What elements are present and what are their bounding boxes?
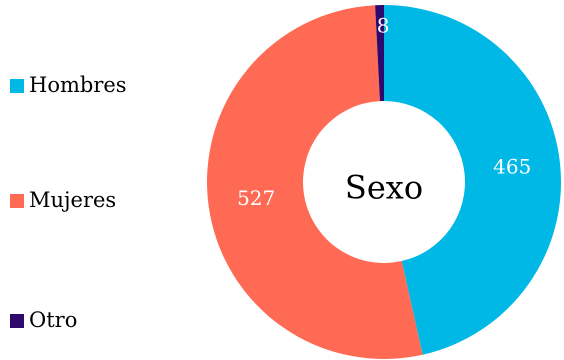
legend-item-hombres: Hombres — [10, 75, 127, 96]
legend-swatch-hombres — [10, 78, 24, 93]
legend-item-mujeres: Mujeres — [10, 190, 116, 211]
data-label-mujeres: 527 — [237, 186, 275, 210]
legend-label-otro: Otro — [29, 308, 78, 332]
slice-otro — [375, 5, 384, 102]
legend-swatch-mujeres — [10, 193, 24, 208]
legend-swatch-otro — [10, 313, 24, 328]
legend-label-mujeres: Mujeres — [29, 188, 117, 212]
data-label-otro: 8 — [377, 14, 390, 38]
center-label: Sexo — [345, 169, 423, 207]
slice-mujeres — [207, 5, 423, 359]
slice-hombres — [384, 5, 561, 355]
data-label-hombres: 465 — [493, 154, 531, 178]
legend-label-hombres: Hombres — [29, 73, 127, 97]
legend-item-otro: Otro — [10, 310, 77, 331]
